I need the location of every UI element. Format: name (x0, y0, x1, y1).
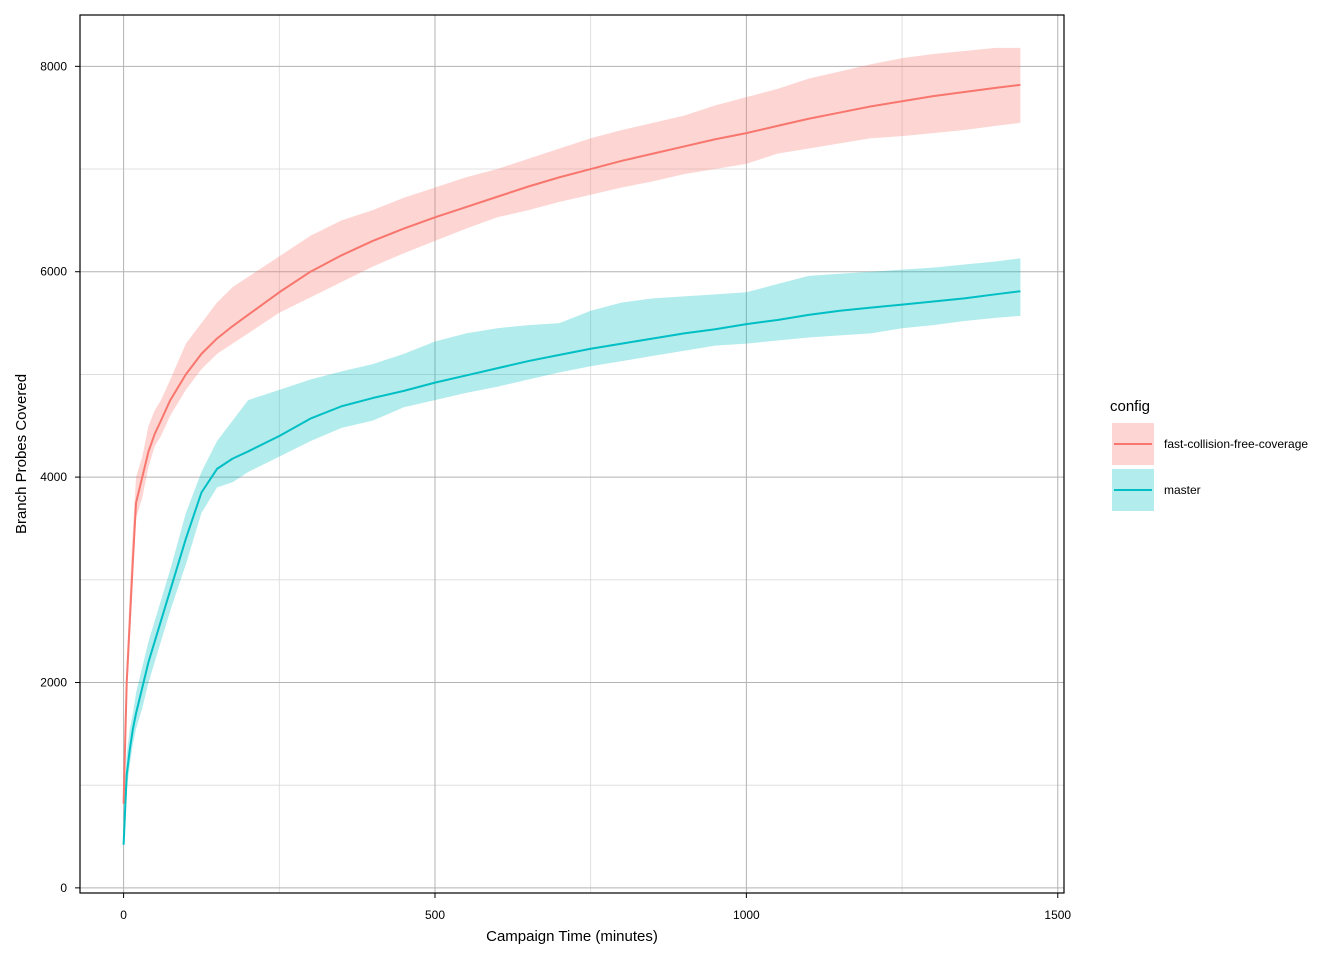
grid-lines (80, 15, 1064, 893)
x-tick-label: 1500 (1044, 908, 1071, 922)
x-tick-label: 1000 (733, 908, 760, 922)
legend-item-fast-collision-free-coverage: fast-collision-free-coverage (1112, 423, 1308, 465)
line-fast-collision-free-coverage (122, 83, 1021, 804)
y-axis-title: Branch Probes Covered (13, 374, 30, 534)
legend-item-master: master (1112, 469, 1201, 511)
plot-border (79, 14, 1065, 894)
legend-label-master: master (1164, 483, 1201, 497)
x-tick-label: 500 (425, 908, 445, 922)
x-axis: 0 500 1000 1500 (120, 893, 1071, 922)
x-axis-title: Campaign Time (minutes) (486, 928, 658, 945)
y-tick-label: 4000 (40, 470, 67, 484)
y-tick-label: 0 (60, 881, 67, 895)
y-tick-label: 2000 (40, 675, 67, 689)
series-lines (122, 83, 1021, 845)
band-fast-collision-free-coverage (123, 47, 1021, 806)
y-axis: 0 2000 4000 6000 8000 (40, 59, 80, 895)
y-tick-label: 6000 (40, 265, 67, 279)
legend-label-fast-collision-free-coverage: fast-collision-free-coverage (1164, 437, 1308, 451)
line-master (122, 290, 1021, 845)
x-tick-label: 0 (120, 908, 127, 922)
legend-title: config (1110, 398, 1150, 415)
legend: config fast-collision-free-coverage mast… (1110, 398, 1308, 511)
y-tick-label: 8000 (40, 59, 67, 73)
